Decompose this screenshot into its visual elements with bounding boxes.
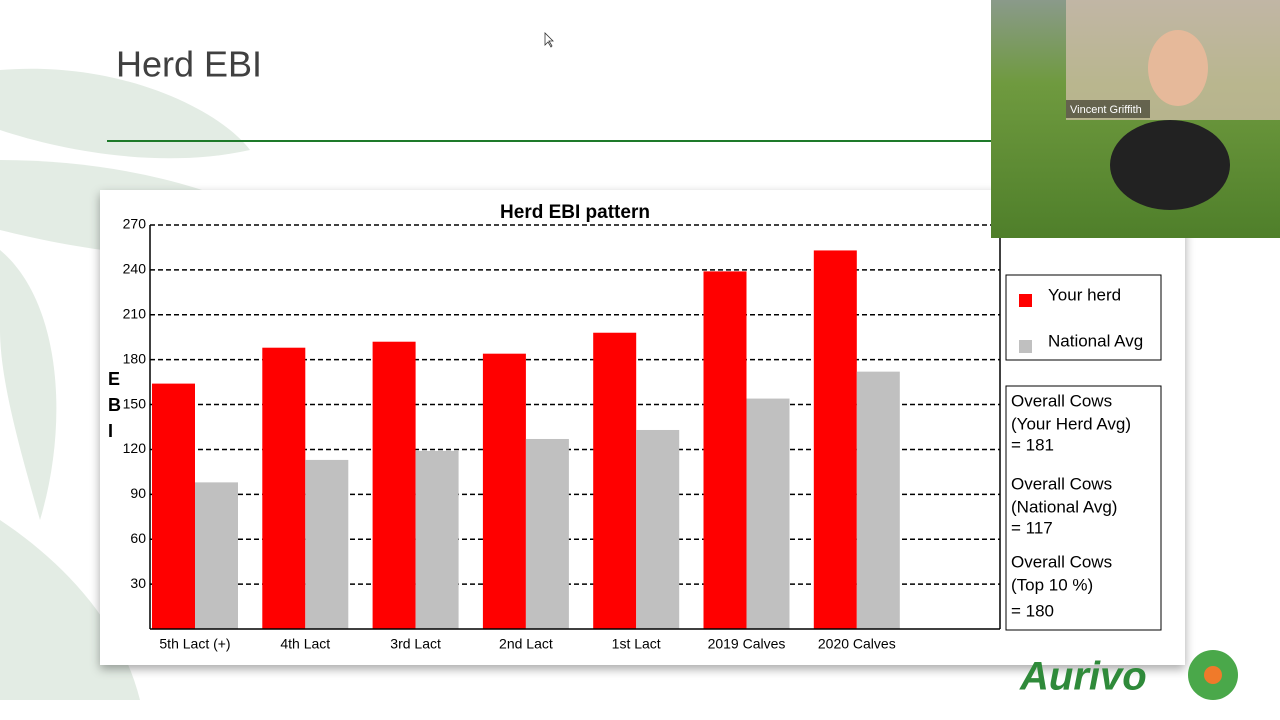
legend-label: Your herd [1048, 285, 1121, 304]
note-line: (Top 10 %) [1011, 575, 1093, 594]
bar [636, 429, 680, 629]
y-tick-label: 120 [123, 440, 147, 456]
bar [746, 398, 790, 629]
note-line: (National Avg) [1011, 497, 1117, 516]
slide-title: Herd EBI [116, 44, 262, 85]
note-line: = 181 [1011, 435, 1054, 454]
note-line: (Your Herd Avg) [1011, 414, 1131, 433]
bar [525, 438, 569, 629]
bar [195, 482, 238, 629]
cow [1110, 120, 1230, 210]
legend-label: National Avg [1048, 331, 1143, 350]
note-box [1005, 385, 1162, 631]
bar [856, 371, 900, 629]
x-tick-label: 2020 Calves [818, 636, 896, 652]
name-plate [1066, 100, 1150, 118]
x-tick-label: 5th Lact (+) [159, 636, 230, 652]
participant-name: Vincent Griffith [1070, 104, 1142, 116]
x-tick-label: 2019 Calves [708, 636, 786, 652]
note-line: Overall Cows [1011, 391, 1112, 410]
note-line: Overall Cows [1011, 474, 1112, 493]
bar [262, 347, 306, 629]
note-line: = 117 [1011, 518, 1053, 537]
x-tick-label: 3rd Lact [390, 636, 441, 652]
y-tick-label: 240 [123, 261, 147, 277]
bar [703, 271, 747, 629]
bar [372, 341, 416, 629]
y-tick-label: 30 [130, 575, 146, 591]
bar [152, 383, 195, 629]
bar [482, 353, 526, 629]
bar [305, 459, 349, 629]
y-tick-label: 270 [123, 216, 147, 232]
y-tick-label: 150 [123, 395, 147, 411]
bar [593, 332, 637, 629]
person [1148, 30, 1208, 106]
x-tick-label: 2nd Lact [499, 636, 553, 652]
logo-icon-center [1204, 666, 1222, 684]
chart-title: Herd EBI pattern [500, 202, 650, 223]
bar [813, 250, 857, 629]
mouse-cursor [544, 32, 554, 48]
logo-text: Aurivo [1019, 655, 1147, 699]
y-tick-label: 60 [130, 530, 146, 546]
y-tick-label: 180 [123, 350, 147, 366]
y-tick-label: 90 [130, 485, 146, 501]
plot: 30 60 90 120 150 180 210 240 270 5th Lact (+) 4th … [123, 216, 1144, 652]
note-line: = 180 [1011, 601, 1054, 620]
y-tick-label: 210 [123, 305, 147, 321]
y-axis-label: EBI [108, 369, 121, 441]
x-tick-label: 1st Lact [612, 636, 661, 652]
legend-swatch [1019, 340, 1032, 353]
bar [415, 450, 459, 629]
legend-swatch [1019, 294, 1032, 307]
note-line: Overall Cows [1011, 552, 1112, 571]
x-tick-label: 4th Lact [280, 636, 330, 652]
